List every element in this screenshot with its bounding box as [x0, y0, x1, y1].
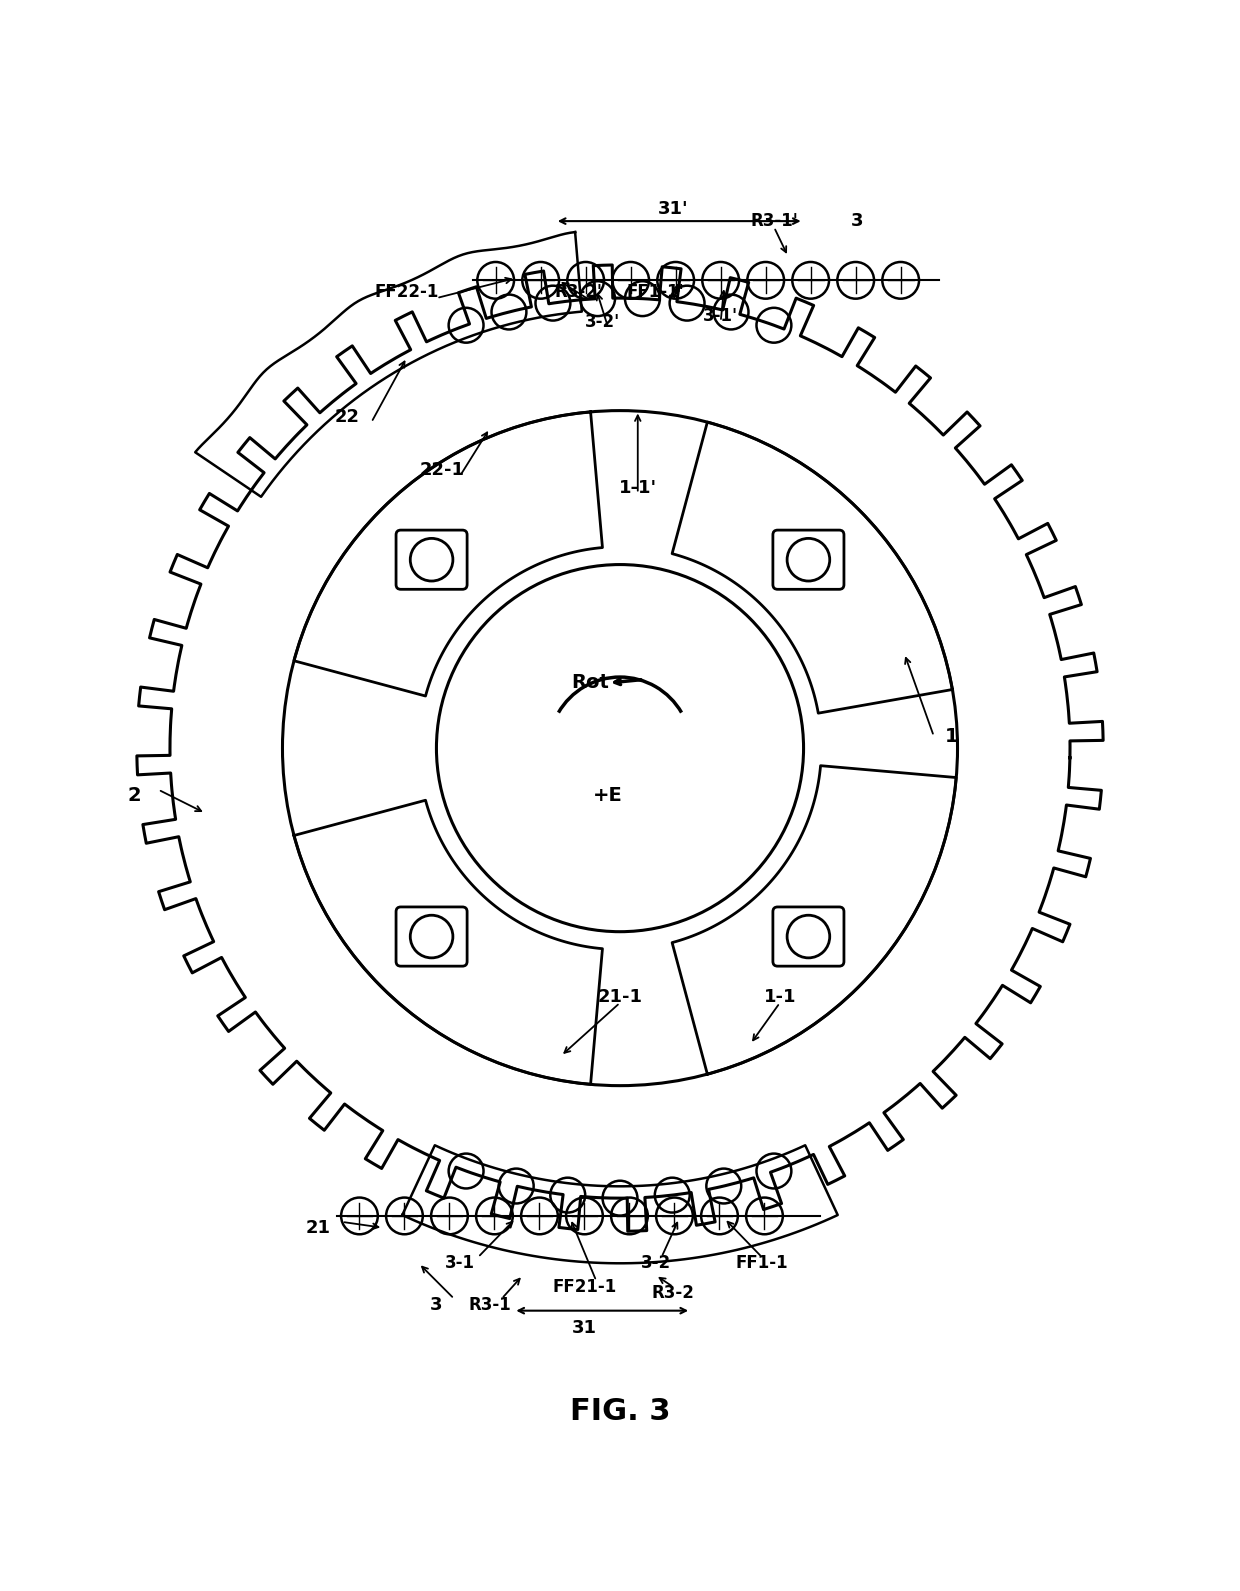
Text: 22-1: 22-1: [420, 461, 465, 479]
Text: 3-1': 3-1': [703, 307, 738, 325]
Text: 3: 3: [851, 212, 863, 231]
Text: 1-1': 1-1': [619, 479, 657, 496]
Text: R3-2: R3-2: [652, 1284, 694, 1301]
Text: 2: 2: [128, 786, 141, 805]
Text: 31: 31: [572, 1319, 596, 1338]
Text: 1: 1: [945, 727, 959, 746]
Text: 31': 31': [658, 200, 688, 218]
Text: 3: 3: [430, 1295, 443, 1314]
FancyBboxPatch shape: [773, 907, 844, 966]
Text: 3-2': 3-2': [584, 313, 620, 331]
Text: 3-1: 3-1: [445, 1254, 475, 1273]
Text: +E: +E: [593, 786, 622, 805]
FancyBboxPatch shape: [773, 530, 844, 589]
Text: Rot: Rot: [572, 673, 609, 692]
Text: R3-2': R3-2': [554, 283, 603, 301]
Text: FF21-1: FF21-1: [552, 1278, 616, 1297]
FancyBboxPatch shape: [396, 907, 467, 966]
Text: FF22-1: FF22-1: [374, 283, 439, 301]
Text: 22: 22: [335, 407, 360, 425]
FancyBboxPatch shape: [396, 530, 467, 589]
Text: 21-1: 21-1: [598, 988, 642, 1006]
Text: 21: 21: [305, 1219, 331, 1236]
Text: R3-1: R3-1: [469, 1295, 511, 1314]
Text: FIG. 3: FIG. 3: [569, 1397, 671, 1426]
Text: R3-1': R3-1': [750, 212, 797, 231]
Text: FF1-1': FF1-1': [626, 283, 684, 301]
Text: 1-1: 1-1: [764, 988, 796, 1006]
Text: 3-2: 3-2: [641, 1254, 671, 1273]
Text: FF1-1: FF1-1: [735, 1254, 789, 1273]
